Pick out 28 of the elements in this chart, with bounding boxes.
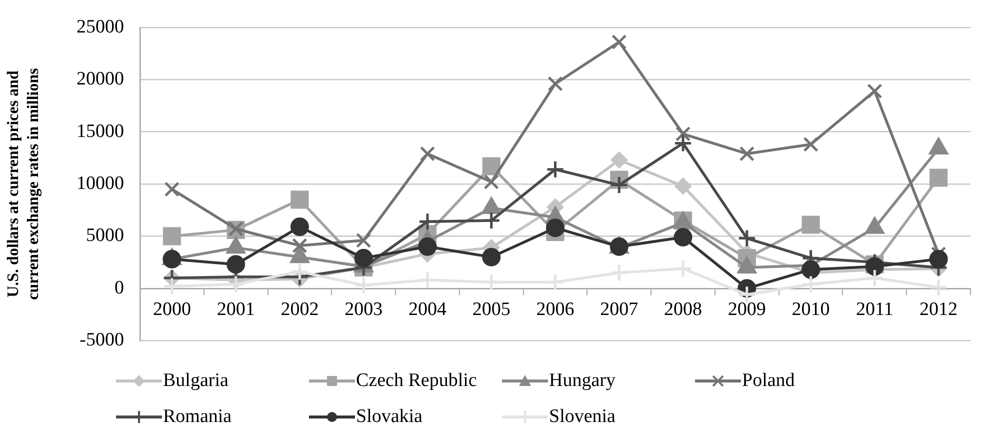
x-tick-label: 2005 bbox=[472, 298, 510, 320]
y-tick-label: 0 bbox=[114, 277, 124, 298]
legend-label: Slovakia bbox=[356, 406, 422, 428]
x-tick-label: 2004 bbox=[408, 298, 447, 320]
x-tick-label: 2009 bbox=[728, 298, 766, 320]
legend-label: Hungary bbox=[549, 370, 616, 392]
x-tick-label: 2008 bbox=[664, 298, 702, 320]
x-tick-label: 2000 bbox=[152, 298, 191, 320]
x-tick-label: 2003 bbox=[344, 298, 383, 320]
x-tick-label: 2006 bbox=[536, 298, 574, 320]
x-tick-label: 2001 bbox=[216, 298, 255, 320]
legend-label: Czech Republic bbox=[356, 370, 477, 392]
y-tick-label: 15000 bbox=[76, 120, 124, 142]
x-tick-label: 2007 bbox=[600, 298, 638, 320]
legend-label: Poland bbox=[742, 370, 795, 392]
y-tick-label: 20000 bbox=[76, 68, 124, 90]
legend-label: Bulgaria bbox=[163, 370, 228, 392]
y-tick-label: 25000 bbox=[76, 16, 124, 38]
y-tick-label: 10000 bbox=[76, 172, 124, 194]
legend-label: Romania bbox=[163, 406, 232, 428]
legend-label: Slovenia bbox=[549, 406, 616, 428]
y-axis-title: U.S. dollars at current prices and current exchange rates in millions bbox=[5, 68, 42, 300]
y-tick-label: 5000 bbox=[86, 225, 124, 246]
x-tick-label: 2010 bbox=[792, 298, 830, 320]
x-tick-label: 2002 bbox=[280, 298, 319, 320]
y-tick-label: -5000 bbox=[80, 330, 124, 351]
x-tick-label: 2011 bbox=[856, 298, 894, 320]
x-tick-label: 2012 bbox=[920, 298, 958, 320]
